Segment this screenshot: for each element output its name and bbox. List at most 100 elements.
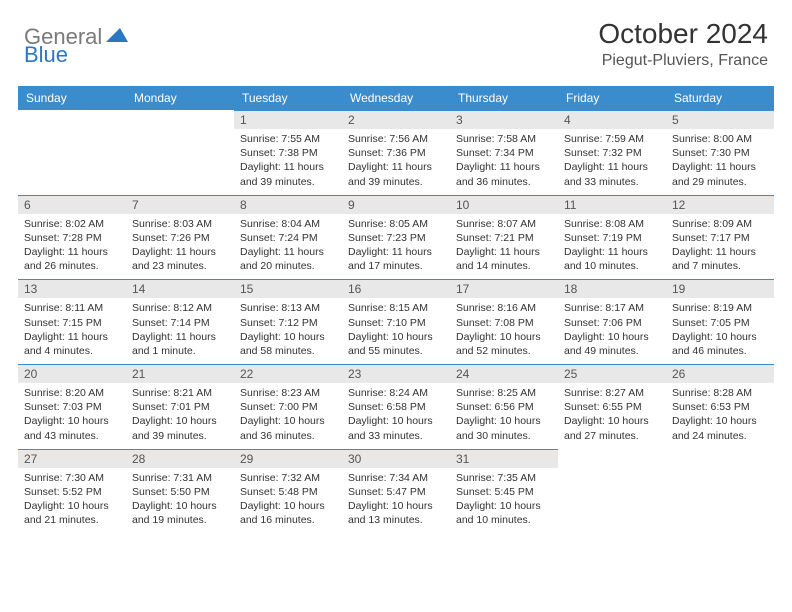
day-details: Sunrise: 8:00 AMSunset: 7:30 PMDaylight:… — [666, 129, 774, 195]
day-details: Sunrise: 8:24 AMSunset: 6:58 PMDaylight:… — [342, 383, 450, 449]
day-details: Sunrise: 8:07 AMSunset: 7:21 PMDaylight:… — [450, 214, 558, 280]
calendar-cell: 26Sunrise: 8:28 AMSunset: 6:53 PMDayligh… — [666, 364, 774, 449]
day-number: 23 — [342, 364, 450, 383]
calendar-cell — [558, 449, 666, 534]
calendar-cell: 4Sunrise: 7:59 AMSunset: 7:32 PMDaylight… — [558, 110, 666, 195]
day-number: 27 — [18, 449, 126, 468]
day-details: Sunrise: 8:20 AMSunset: 7:03 PMDaylight:… — [18, 383, 126, 449]
calendar-cell: 29Sunrise: 7:32 AMSunset: 5:48 PMDayligh… — [234, 449, 342, 534]
header: General October 2024 Piegut-Pluviers, Fr… — [0, 0, 792, 78]
calendar-week-row: 13Sunrise: 8:11 AMSunset: 7:15 PMDayligh… — [18, 279, 774, 364]
day-number: 15 — [234, 279, 342, 298]
day-details: Sunrise: 8:12 AMSunset: 7:14 PMDaylight:… — [126, 298, 234, 364]
day-number: 26 — [666, 364, 774, 383]
day-details: Sunrise: 8:21 AMSunset: 7:01 PMDaylight:… — [126, 383, 234, 449]
calendar-cell: 28Sunrise: 7:31 AMSunset: 5:50 PMDayligh… — [126, 449, 234, 534]
weekday-header: Saturday — [666, 86, 774, 110]
day-number: 29 — [234, 449, 342, 468]
day-number: 6 — [18, 195, 126, 214]
day-details: Sunrise: 8:04 AMSunset: 7:24 PMDaylight:… — [234, 214, 342, 280]
day-number: 10 — [450, 195, 558, 214]
day-details: Sunrise: 8:03 AMSunset: 7:26 PMDaylight:… — [126, 214, 234, 280]
day-number: 17 — [450, 279, 558, 298]
calendar-cell: 30Sunrise: 7:34 AMSunset: 5:47 PMDayligh… — [342, 449, 450, 534]
calendar-cell: 1Sunrise: 7:55 AMSunset: 7:38 PMDaylight… — [234, 110, 342, 195]
calendar-cell — [666, 449, 774, 534]
day-number: 7 — [126, 195, 234, 214]
calendar-cell: 27Sunrise: 7:30 AMSunset: 5:52 PMDayligh… — [18, 449, 126, 534]
day-details: Sunrise: 7:58 AMSunset: 7:34 PMDaylight:… — [450, 129, 558, 195]
day-number: 8 — [234, 195, 342, 214]
day-number: 28 — [126, 449, 234, 468]
day-number: 9 — [342, 195, 450, 214]
day-details: Sunrise: 8:02 AMSunset: 7:28 PMDaylight:… — [18, 214, 126, 280]
calendar-table: SundayMondayTuesdayWednesdayThursdayFrid… — [18, 86, 774, 533]
day-details: Sunrise: 7:59 AMSunset: 7:32 PMDaylight:… — [558, 129, 666, 195]
calendar-cell: 7Sunrise: 8:03 AMSunset: 7:26 PMDaylight… — [126, 195, 234, 280]
weekday-header: Tuesday — [234, 86, 342, 110]
day-details: Sunrise: 8:27 AMSunset: 6:55 PMDaylight:… — [558, 383, 666, 449]
day-number: 3 — [450, 110, 558, 129]
calendar-week-row: 1Sunrise: 7:55 AMSunset: 7:38 PMDaylight… — [18, 110, 774, 195]
day-details: Sunrise: 8:28 AMSunset: 6:53 PMDaylight:… — [666, 383, 774, 449]
day-number: 19 — [666, 279, 774, 298]
day-number: 4 — [558, 110, 666, 129]
calendar-header-row: SundayMondayTuesdayWednesdayThursdayFrid… — [18, 86, 774, 110]
empty-cell — [126, 110, 234, 194]
calendar-cell: 10Sunrise: 8:07 AMSunset: 7:21 PMDayligh… — [450, 195, 558, 280]
day-number: 1 — [234, 110, 342, 129]
day-number: 31 — [450, 449, 558, 468]
calendar-cell: 9Sunrise: 8:05 AMSunset: 7:23 PMDaylight… — [342, 195, 450, 280]
calendar-cell: 2Sunrise: 7:56 AMSunset: 7:36 PMDaylight… — [342, 110, 450, 195]
calendar-cell: 21Sunrise: 8:21 AMSunset: 7:01 PMDayligh… — [126, 364, 234, 449]
day-details: Sunrise: 8:09 AMSunset: 7:17 PMDaylight:… — [666, 214, 774, 280]
calendar-week-row: 6Sunrise: 8:02 AMSunset: 7:28 PMDaylight… — [18, 195, 774, 280]
day-number: 16 — [342, 279, 450, 298]
calendar-week-row: 27Sunrise: 7:30 AMSunset: 5:52 PMDayligh… — [18, 449, 774, 534]
calendar-cell: 15Sunrise: 8:13 AMSunset: 7:12 PMDayligh… — [234, 279, 342, 364]
day-number: 30 — [342, 449, 450, 468]
calendar-cell: 18Sunrise: 8:17 AMSunset: 7:06 PMDayligh… — [558, 279, 666, 364]
day-details: Sunrise: 7:56 AMSunset: 7:36 PMDaylight:… — [342, 129, 450, 195]
day-details: Sunrise: 8:17 AMSunset: 7:06 PMDaylight:… — [558, 298, 666, 364]
empty-cell — [558, 449, 666, 533]
day-details: Sunrise: 8:05 AMSunset: 7:23 PMDaylight:… — [342, 214, 450, 280]
location: Piegut-Pluviers, France — [598, 52, 768, 70]
calendar-cell: 31Sunrise: 7:35 AMSunset: 5:45 PMDayligh… — [450, 449, 558, 534]
day-details: Sunrise: 8:23 AMSunset: 7:00 PMDaylight:… — [234, 383, 342, 449]
day-number: 21 — [126, 364, 234, 383]
day-number: 20 — [18, 364, 126, 383]
calendar-cell: 12Sunrise: 8:09 AMSunset: 7:17 PMDayligh… — [666, 195, 774, 280]
weekday-header: Sunday — [18, 86, 126, 110]
weekday-header: Thursday — [450, 86, 558, 110]
day-details: Sunrise: 8:16 AMSunset: 7:08 PMDaylight:… — [450, 298, 558, 364]
calendar-cell: 22Sunrise: 8:23 AMSunset: 7:00 PMDayligh… — [234, 364, 342, 449]
day-details: Sunrise: 8:13 AMSunset: 7:12 PMDaylight:… — [234, 298, 342, 364]
day-details: Sunrise: 8:25 AMSunset: 6:56 PMDaylight:… — [450, 383, 558, 449]
empty-cell — [666, 449, 774, 533]
day-number: 14 — [126, 279, 234, 298]
day-number: 11 — [558, 195, 666, 214]
day-number: 12 — [666, 195, 774, 214]
day-details: Sunrise: 7:30 AMSunset: 5:52 PMDaylight:… — [18, 468, 126, 534]
day-number: 18 — [558, 279, 666, 298]
weekday-header: Monday — [126, 86, 234, 110]
calendar-cell: 17Sunrise: 8:16 AMSunset: 7:08 PMDayligh… — [450, 279, 558, 364]
day-details: Sunrise: 7:34 AMSunset: 5:47 PMDaylight:… — [342, 468, 450, 534]
calendar-cell: 3Sunrise: 7:58 AMSunset: 7:34 PMDaylight… — [450, 110, 558, 195]
calendar-cell — [18, 110, 126, 195]
day-details: Sunrise: 8:11 AMSunset: 7:15 PMDaylight:… — [18, 298, 126, 364]
calendar-body: 1Sunrise: 7:55 AMSunset: 7:38 PMDaylight… — [18, 110, 774, 533]
month-title: October 2024 — [598, 18, 768, 50]
weekday-header: Wednesday — [342, 86, 450, 110]
calendar-cell: 13Sunrise: 8:11 AMSunset: 7:15 PMDayligh… — [18, 279, 126, 364]
calendar-cell: 25Sunrise: 8:27 AMSunset: 6:55 PMDayligh… — [558, 364, 666, 449]
logo-text-blue: Blue — [24, 42, 68, 67]
day-details: Sunrise: 7:31 AMSunset: 5:50 PMDaylight:… — [126, 468, 234, 534]
calendar-cell: 16Sunrise: 8:15 AMSunset: 7:10 PMDayligh… — [342, 279, 450, 364]
day-details: Sunrise: 8:08 AMSunset: 7:19 PMDaylight:… — [558, 214, 666, 280]
day-details: Sunrise: 7:55 AMSunset: 7:38 PMDaylight:… — [234, 129, 342, 195]
empty-cell — [18, 110, 126, 194]
day-details: Sunrise: 7:35 AMSunset: 5:45 PMDaylight:… — [450, 468, 558, 534]
calendar-cell: 11Sunrise: 8:08 AMSunset: 7:19 PMDayligh… — [558, 195, 666, 280]
